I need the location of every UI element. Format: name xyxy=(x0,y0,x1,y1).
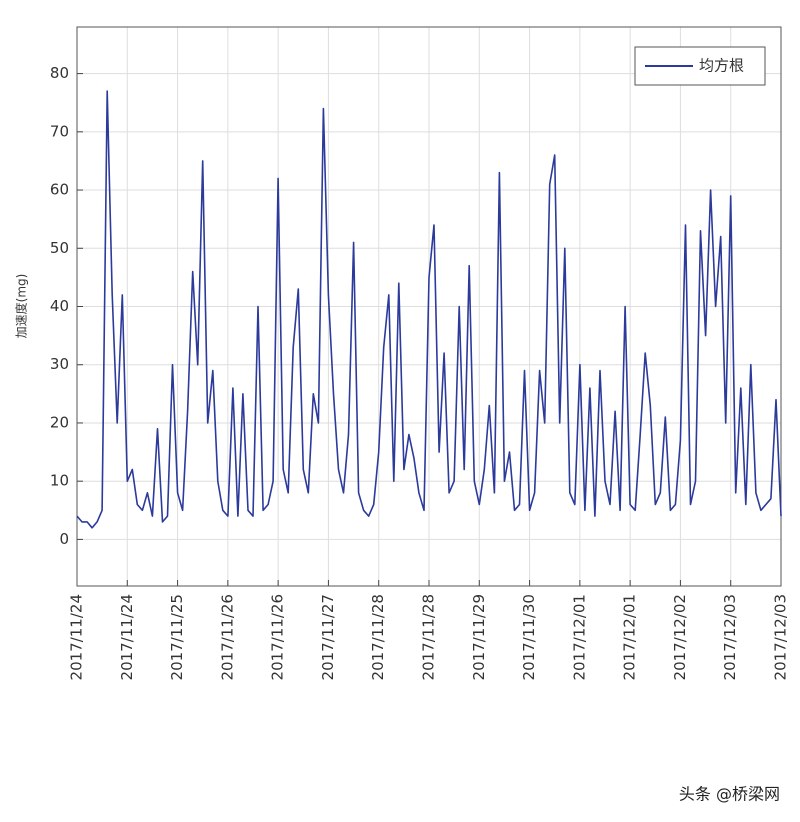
y-axis-label: 加速度(mg) xyxy=(14,274,29,339)
data-line xyxy=(76,90,782,529)
y-tick-label: 40 xyxy=(50,297,69,315)
y-tick-label: 50 xyxy=(50,239,69,257)
x-tick-label: 2017/11/28 xyxy=(420,594,438,680)
x-tick-label: 2017/12/01 xyxy=(570,594,588,680)
watermark: 头条 @桥梁网 xyxy=(679,785,780,804)
x-tick-label: 2017/11/30 xyxy=(520,594,538,680)
y-tick-label: 0 xyxy=(59,530,69,548)
y-tick-label: 10 xyxy=(50,472,69,490)
y-tick-label: 70 xyxy=(50,122,69,140)
x-tick-label: 2017/12/01 xyxy=(621,594,639,680)
x-tick-label: 2017/12/03 xyxy=(721,594,739,680)
x-tick-label: 2017/11/26 xyxy=(218,594,236,680)
y-tick-label: 20 xyxy=(50,413,69,431)
x-tick-label: 2017/11/24 xyxy=(118,594,136,680)
x-tick-label: 2017/11/25 xyxy=(168,594,186,680)
x-tick-label: 2017/11/28 xyxy=(369,594,387,680)
plot-frame xyxy=(76,26,782,587)
x-tick-label: 2017/11/26 xyxy=(269,594,287,680)
y-tick-label: 30 xyxy=(50,355,69,373)
x-tick-label: 2017/11/24 xyxy=(68,594,86,680)
x-tick-label: 2017/11/29 xyxy=(470,594,488,680)
x-tick-label: 2017/12/03 xyxy=(772,594,790,680)
y-tick-label: 80 xyxy=(50,64,69,82)
legend-label: 均方根 xyxy=(699,57,744,75)
y-tick-label: 60 xyxy=(50,181,69,199)
x-tick-label: 2017/12/02 xyxy=(671,594,689,680)
x-tick-label: 2017/11/27 xyxy=(319,594,337,680)
